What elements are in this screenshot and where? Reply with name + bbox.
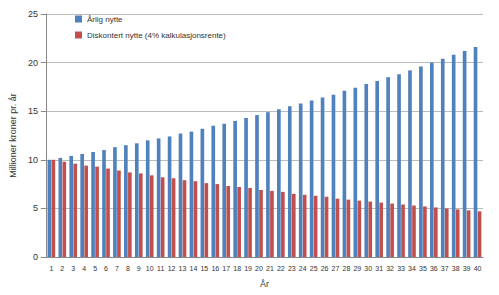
svg-text:9: 9 xyxy=(137,265,141,272)
svg-text:13: 13 xyxy=(179,265,187,272)
svg-text:40: 40 xyxy=(474,265,482,272)
svg-text:36: 36 xyxy=(430,265,438,272)
svg-text:5: 5 xyxy=(93,265,97,272)
svg-text:Millioner kroner pr. år: Millioner kroner pr. år xyxy=(8,93,18,178)
svg-text:3: 3 xyxy=(71,265,75,272)
svg-text:4: 4 xyxy=(82,265,86,272)
svg-text:26: 26 xyxy=(321,265,329,272)
svg-text:34: 34 xyxy=(408,265,416,272)
svg-text:7: 7 xyxy=(115,265,119,272)
svg-text:27: 27 xyxy=(332,265,340,272)
svg-text:35: 35 xyxy=(419,265,427,272)
svg-text:14: 14 xyxy=(190,265,198,272)
svg-text:8: 8 xyxy=(126,265,130,272)
svg-text:18: 18 xyxy=(233,265,241,272)
svg-text:1: 1 xyxy=(49,265,53,272)
svg-text:12: 12 xyxy=(168,265,176,272)
svg-text:Årlig nytte: Årlig nytte xyxy=(87,15,123,24)
svg-text:11: 11 xyxy=(157,265,164,272)
svg-text:37: 37 xyxy=(441,265,449,272)
svg-text:28: 28 xyxy=(343,265,351,272)
svg-text:38: 38 xyxy=(452,265,460,272)
svg-text:25: 25 xyxy=(310,265,318,272)
svg-text:15: 15 xyxy=(28,106,38,116)
svg-text:29: 29 xyxy=(353,265,361,272)
svg-text:10: 10 xyxy=(146,265,154,272)
svg-text:32: 32 xyxy=(386,265,394,272)
svg-text:0: 0 xyxy=(33,252,38,262)
svg-text:16: 16 xyxy=(211,265,219,272)
svg-text:År: År xyxy=(260,279,269,289)
svg-text:31: 31 xyxy=(375,265,383,272)
svg-text:Diskontert nytte (4% kalkulasj: Diskontert nytte (4% kalkulasjonsrente) xyxy=(87,31,226,40)
svg-text:10: 10 xyxy=(28,155,38,165)
svg-text:22: 22 xyxy=(277,265,285,272)
svg-text:23: 23 xyxy=(288,265,296,272)
svg-text:25: 25 xyxy=(28,9,38,19)
svg-text:19: 19 xyxy=(244,265,252,272)
svg-text:17: 17 xyxy=(222,265,230,272)
svg-text:15: 15 xyxy=(200,265,208,272)
svg-text:5: 5 xyxy=(33,203,38,213)
svg-text:2: 2 xyxy=(60,265,64,272)
svg-text:30: 30 xyxy=(364,265,372,272)
svg-text:20: 20 xyxy=(255,265,263,272)
svg-text:6: 6 xyxy=(104,265,108,272)
svg-text:33: 33 xyxy=(397,265,405,272)
svg-text:20: 20 xyxy=(28,58,38,68)
svg-text:21: 21 xyxy=(266,265,274,272)
svg-text:24: 24 xyxy=(299,265,307,272)
svg-text:39: 39 xyxy=(463,265,471,272)
